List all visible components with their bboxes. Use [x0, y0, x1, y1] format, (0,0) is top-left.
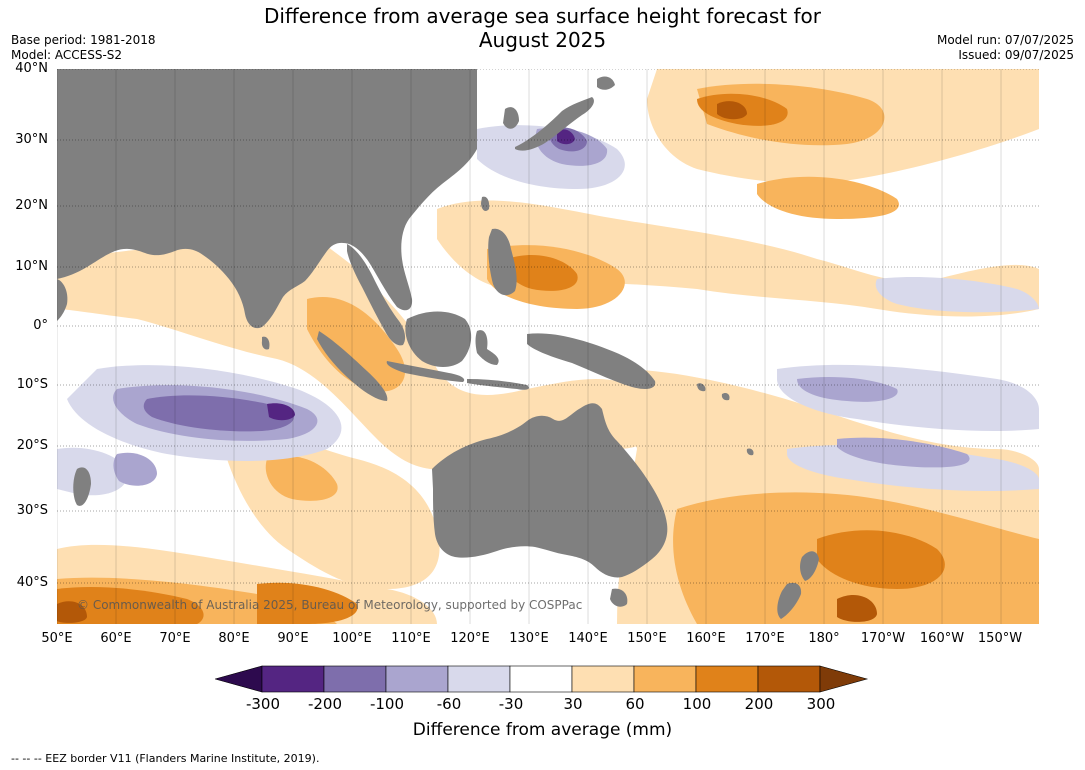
colorbar-swatch — [695, 665, 759, 693]
lon-label-120e: 120°E — [450, 631, 490, 646]
lon-label-50e: 50°E — [41, 631, 73, 646]
colorbar-swatch — [215, 665, 263, 693]
lat-label-20n: 20°N — [15, 198, 48, 213]
colorbar-swatch — [819, 665, 869, 693]
lon-label-180: 180° — [808, 631, 840, 646]
sea-height-map — [57, 69, 1039, 624]
lat-label-20s: 20°S — [16, 438, 48, 453]
lon-label-160e: 160°E — [686, 631, 726, 646]
lon-label-80e: 80°E — [218, 631, 250, 646]
lon-label-60e: 60°E — [100, 631, 132, 646]
lon-label-170e: 170°E — [745, 631, 785, 646]
lon-label-150w: 150°W — [977, 631, 1023, 646]
meta-right: Model run: 07/07/2025 Issued: 09/07/2025 — [937, 33, 1074, 63]
colorbar-swatch — [509, 665, 573, 693]
colorbar-swatch — [323, 665, 387, 693]
base-period: Base period: 1981-2018 — [11, 33, 156, 47]
colorbar-title: Difference from average (mm) — [412, 720, 673, 740]
map-title: Difference from average sea surface heig… — [0, 4, 1085, 52]
lat-label-10s: 10°S — [16, 377, 48, 392]
anomaly-field — [57, 69, 1039, 624]
cb-tick-minus100: -100 — [369, 695, 405, 713]
cb-tick-minus300: -300 — [245, 695, 281, 713]
model-name: Model: ACCESS-S2 — [11, 48, 123, 62]
map-title-line1: Difference from average sea surface heig… — [263, 4, 822, 28]
colorbar-swatch — [447, 665, 511, 693]
lon-label-100e: 100°E — [332, 631, 372, 646]
colorbar — [215, 665, 869, 693]
map-panel — [57, 69, 1039, 624]
lon-label-160w: 160°W — [919, 631, 965, 646]
cb-tick-minus200: -200 — [307, 695, 343, 713]
meta-left: Base period: 1981-2018 Model: ACCESS-S2 — [11, 33, 156, 63]
colorbar-swatch — [633, 665, 697, 693]
model-run: Model run: 07/07/2025 — [936, 33, 1074, 47]
colorbar-swatch — [385, 665, 449, 693]
cb-tick-30: 30 — [563, 695, 583, 713]
map-title-line2: August 2025 — [478, 28, 607, 52]
cb-tick-minus30: -30 — [498, 695, 524, 713]
footer-note: -- -- -- EEZ border V11 (Flanders Marine… — [11, 752, 320, 765]
lat-label-40s: 40°S — [16, 575, 48, 590]
issued-date: Issued: 09/07/2025 — [958, 48, 1074, 62]
lat-label-10n: 10°N — [15, 259, 48, 274]
land-masses — [57, 69, 819, 619]
colorbar-swatch — [571, 665, 635, 693]
cb-tick-60: 60 — [625, 695, 645, 713]
lon-label-170w: 170°W — [860, 631, 906, 646]
copyright-credit: © Commonwealth of Australia 2025, Bureau… — [77, 598, 583, 612]
lat-label-30n: 30°N — [15, 132, 48, 147]
cb-tick-300: 300 — [806, 695, 836, 713]
lat-label-30s: 30°S — [16, 503, 48, 518]
colorbar-swatches — [215, 665, 869, 693]
colorbar-swatch — [757, 665, 821, 693]
lat-label-equator: 0° — [33, 318, 48, 333]
meridians — [57, 69, 1002, 624]
lon-label-130e: 130°E — [509, 631, 549, 646]
cb-tick-200: 200 — [744, 695, 774, 713]
lon-label-110e: 110°E — [391, 631, 431, 646]
lat-label-40n: 40°N — [15, 61, 48, 76]
colorbar-swatch — [261, 665, 325, 693]
cb-tick-minus60: -60 — [436, 695, 462, 713]
lon-label-140e: 140°E — [568, 631, 608, 646]
lon-label-150e: 150°E — [627, 631, 667, 646]
lon-label-90e: 90°E — [277, 631, 309, 646]
lon-label-70e: 70°E — [159, 631, 191, 646]
cb-tick-100: 100 — [682, 695, 712, 713]
